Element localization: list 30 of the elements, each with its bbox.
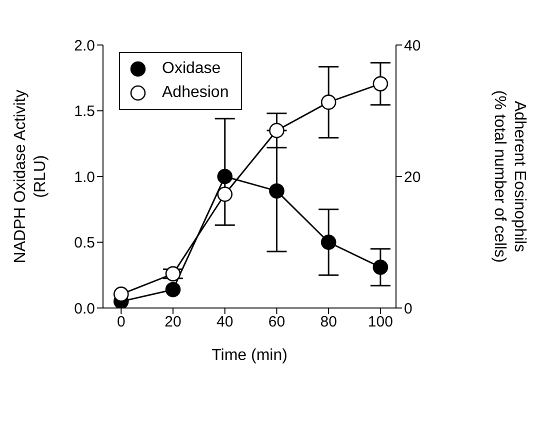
y2-tick-label: 0 — [404, 300, 412, 318]
y2-tick-label: 40 — [404, 37, 421, 54]
y-tick-label: 2.0 — [74, 37, 95, 54]
x-tick-label: 0 — [116, 314, 126, 331]
y2-axis-title: Adherent Eosinophils (% total number of cells) — [491, 90, 528, 263]
y-tick-label: 1.0 — [74, 168, 95, 186]
point — [114, 286, 129, 302]
point — [165, 282, 181, 298]
point — [320, 234, 336, 250]
point — [320, 94, 336, 110]
point — [372, 260, 388, 275]
x-tick-label: 100 — [368, 314, 393, 331]
y2-tick-label: 20 — [404, 168, 421, 186]
point — [269, 122, 284, 138]
y-tick-label: 0.5 — [74, 234, 95, 252]
point — [269, 183, 284, 199]
point — [217, 168, 233, 184]
y-tick-label: 1.5 — [74, 103, 95, 120]
y-axis-title: NADPH Oxidase Activity (RLU) — [12, 90, 49, 264]
legend-label: Oxidase — [162, 60, 221, 78]
x-axis-title: Time (min) — [212, 347, 288, 364]
point — [217, 186, 233, 202]
legend-label: Adhesion — [162, 84, 229, 102]
x-tick-label: 20 — [164, 314, 182, 331]
point — [372, 76, 388, 92]
x-tick-label: 80 — [320, 314, 337, 331]
x-tick-label: 40 — [216, 314, 234, 331]
x-tick-label: 60 — [268, 314, 286, 331]
point — [165, 266, 181, 282]
y-tick-label: 0.0 — [74, 300, 95, 318]
